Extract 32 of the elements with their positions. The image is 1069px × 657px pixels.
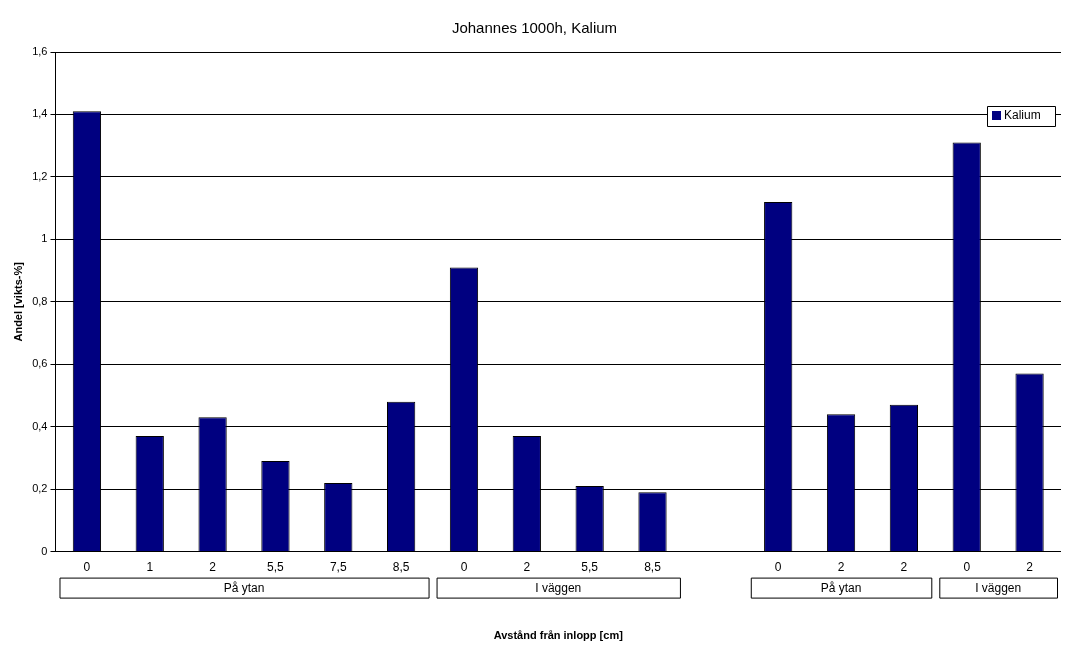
y-tick-label: 1 (41, 232, 48, 245)
chart-title: Johannes 1000h, Kalium (451, 19, 618, 37)
y-tick-label: 0,4 (32, 419, 48, 432)
x-tick-label: 0 (83, 560, 91, 575)
y-tick-label: 1,6 (32, 45, 48, 58)
x-tick-label: 1 (146, 560, 154, 575)
x-tick-label: 0 (460, 560, 468, 575)
y-tick-label: 0 (41, 544, 48, 557)
x-tick-label: 0 (774, 560, 782, 575)
x-tick-label: 0 (963, 560, 971, 575)
text: På ytan (223, 580, 265, 595)
x-tick-label: 5,5 (267, 560, 285, 575)
x-tick-label: 2 (837, 560, 845, 575)
x-tick-label: 5,5 (581, 560, 599, 575)
text: På ytan (820, 580, 862, 595)
y-axis-title: Andel [vikts-%] (11, 261, 24, 342)
x-tick-label: 8,5 (392, 560, 410, 575)
legend-label: Kalium (1004, 108, 1041, 123)
text: I väggen (975, 580, 1022, 595)
y-tick-label: 1,4 (32, 107, 48, 120)
x-tick-label: 2 (900, 560, 908, 575)
y-tick-label: 0,2 (32, 482, 48, 495)
x-tick-label: 2 (209, 560, 217, 575)
text: I väggen (535, 580, 582, 595)
x-tick-label: 2 (523, 560, 531, 575)
y-tick-label: 0,6 (32, 357, 48, 370)
y-tick-label: 1,2 (32, 169, 48, 182)
y-tick-label: 0,8 (32, 294, 48, 307)
x-tick-label: 2 (1026, 560, 1034, 575)
x-axis-title: Avstånd från inlopp [cm] (493, 629, 624, 642)
x-tick-label: 8,5 (644, 560, 662, 575)
x-tick-label: 7,5 (329, 560, 347, 575)
